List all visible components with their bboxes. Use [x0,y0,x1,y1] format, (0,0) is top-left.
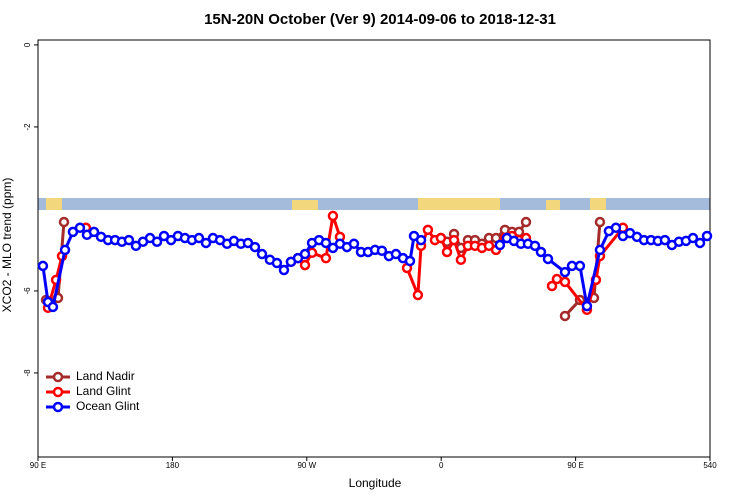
data-point [435,232,447,244]
y-axis-label: XCO2 - MLO trend (ppm) [0,178,14,313]
data-point [278,264,290,276]
chart-title: 15N-20N October (Ver 9) 2014-09-06 to 20… [204,11,556,28]
legend-label: Land Glint [76,384,131,398]
data-point [200,237,212,249]
data-point [422,224,434,236]
y-tick-label: -8 [23,369,32,377]
data-point [441,246,453,258]
data-point [494,239,506,251]
data-point [659,234,671,246]
data-point [546,280,558,292]
data-point [348,238,360,250]
data-point [535,246,547,258]
data-point [376,245,388,257]
data-point [542,253,554,265]
data-point [448,234,460,246]
data-point [701,230,713,242]
data-point [594,216,606,228]
data-point [320,252,332,264]
data-point [74,222,86,234]
data-point [59,244,71,256]
data-point [256,248,268,260]
plot-frame [37,39,711,458]
data-point [404,255,416,267]
data-point [559,276,571,288]
series-line [46,215,625,313]
data-point [415,234,427,246]
data-point [88,226,100,238]
data-point [574,260,586,272]
data-point [271,257,283,269]
data-point [193,232,205,244]
legend-marker [52,401,64,413]
x-tick-label: 540 [703,461,717,470]
data-point [320,237,332,249]
legend-label: Ocean Glint [76,399,140,413]
data-point [47,301,59,313]
x-tick-label: 0 [439,461,444,470]
data-point [694,237,706,249]
legend-label: Land Nadir [76,369,135,383]
y-tick-label: -6 [23,287,32,295]
data-point [559,310,571,322]
data-point [299,248,311,260]
data-point [581,300,593,312]
data-point [299,259,311,271]
data-point [249,241,261,253]
x-tick-label: 90 W [297,461,316,470]
data-point [610,222,622,234]
data-point [551,273,563,285]
x-tick-label: 180 [166,461,180,470]
x-tick-label: 90 E [567,461,583,470]
data-point [327,210,339,222]
data-point [58,216,70,228]
data-point [520,216,532,228]
data-point [412,289,424,301]
x-axis-label: Longitude [349,476,402,490]
y-tick-label: -2 [23,123,32,131]
data-point [151,236,163,247]
x-tick-label: 90 E [30,461,46,470]
data-point [559,266,571,278]
data-point [529,240,541,252]
legend-marker [52,386,64,398]
data-point [687,232,699,244]
y-tick-label: 0 [23,42,32,47]
data-point [123,234,135,246]
map-band [38,198,710,210]
data-point [37,260,49,272]
data-point [455,254,467,266]
legend-marker [52,371,64,383]
data-point [594,244,606,256]
